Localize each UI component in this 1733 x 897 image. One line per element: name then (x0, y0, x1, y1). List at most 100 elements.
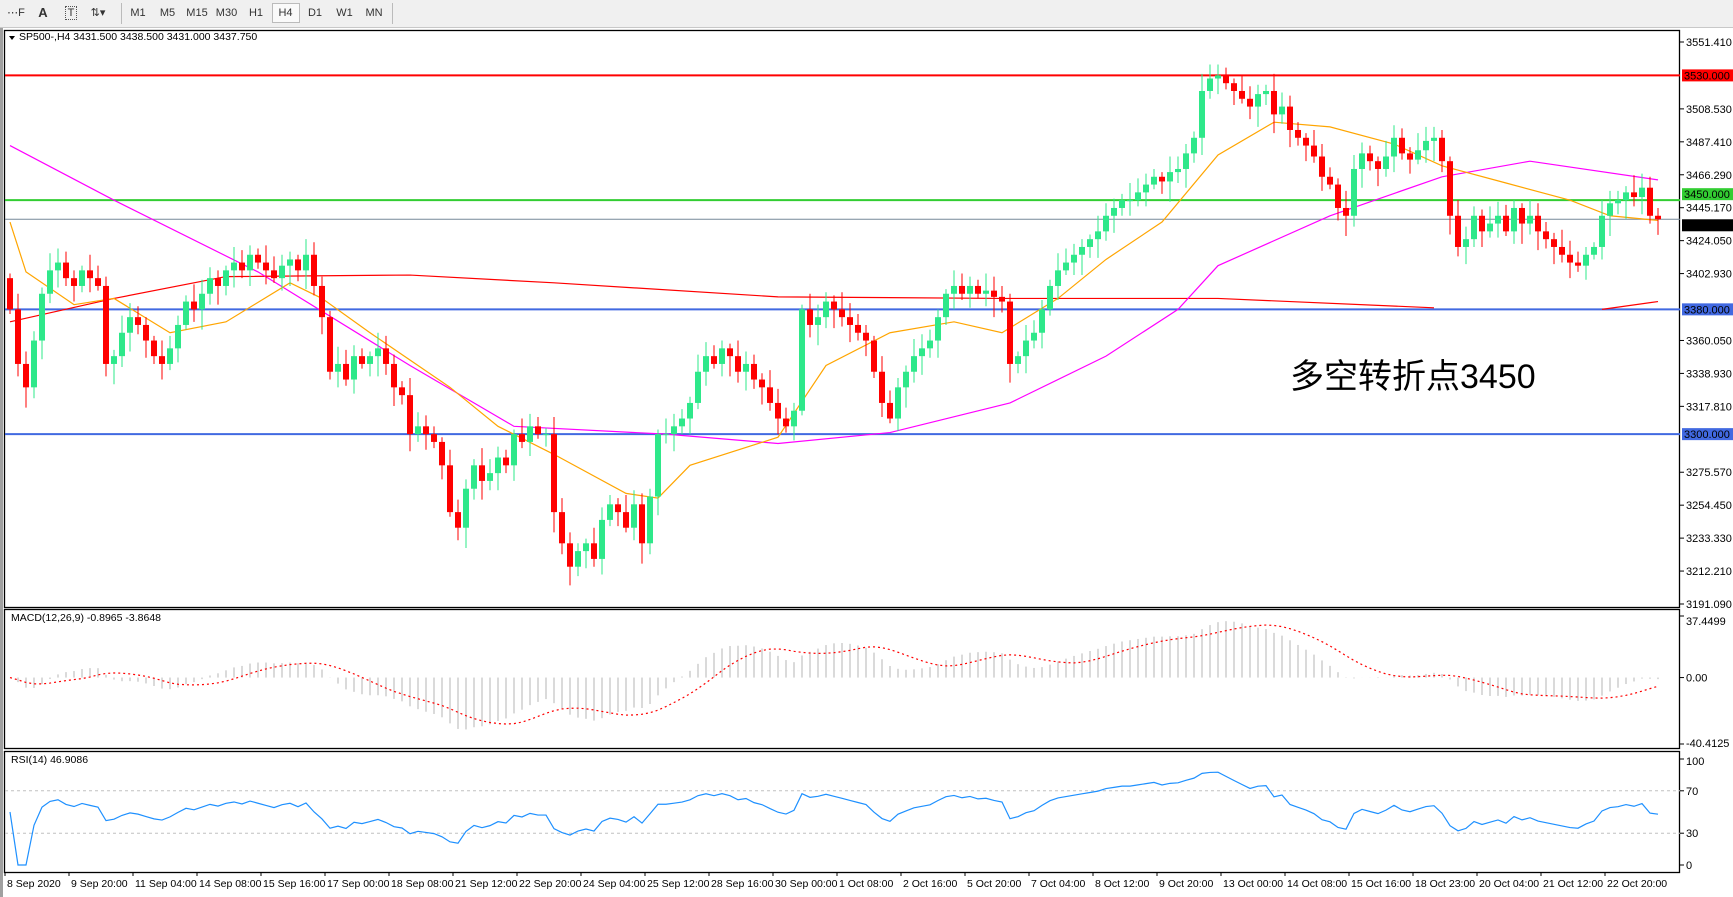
candle-body (327, 317, 333, 372)
candle (703, 342, 709, 386)
candle (759, 373, 765, 405)
candle-body (839, 309, 845, 318)
candle-body (1295, 129, 1301, 138)
price-axis-label: 3338.930 (1686, 368, 1732, 380)
candle-body (239, 262, 245, 271)
candle (1535, 203, 1541, 251)
candle (199, 279, 205, 330)
collapse-triangle-icon[interactable] (9, 36, 15, 40)
price-axis-label: 3191.090 (1686, 599, 1732, 611)
toolbar-separator (121, 3, 122, 24)
timeframe-m1[interactable]: M1 (130, 7, 146, 19)
price-axis-label: 3445.170 (1686, 203, 1732, 215)
candle-body (943, 293, 949, 318)
candle (855, 314, 861, 341)
candle (711, 345, 717, 369)
candle-body (487, 473, 493, 481)
candle-body (303, 254, 309, 271)
candle-body (1543, 231, 1549, 240)
candle-body (1575, 262, 1581, 266)
arrows-tool-button[interactable]: ⇅▾ (85, 3, 111, 23)
candle (23, 351, 29, 408)
timeframe-mn[interactable]: MN (365, 7, 383, 19)
text-label-tool-button[interactable]: T (58, 3, 84, 23)
candle-body (1647, 187, 1653, 216)
price-badge-3437.750: 3437.750 (1682, 219, 1733, 232)
window-border (0, 28, 3, 897)
candle-body (1567, 254, 1573, 263)
candle (1183, 144, 1189, 188)
candle-body (1263, 90, 1269, 95)
timeframe-m5[interactable]: M5 (159, 7, 176, 19)
price-axis-label: 3212.210 (1686, 566, 1732, 578)
time-axis-label: 25 Sep 12:00 (647, 878, 710, 890)
price-axis-label: 3317.810 (1686, 401, 1732, 413)
candle-body (1415, 150, 1421, 160)
candle-body (1439, 137, 1445, 162)
candle (607, 494, 613, 527)
candle (1559, 229, 1565, 263)
candle-body (503, 457, 509, 466)
candle-body (855, 324, 861, 333)
candle (919, 334, 925, 375)
candle-body (1559, 246, 1565, 255)
candle (1071, 243, 1077, 276)
candle (519, 418, 525, 449)
time-axis-label: 21 Oct 12:00 (1543, 878, 1603, 890)
macd-axis-label: 37.4499 (1686, 616, 1726, 628)
candle (415, 412, 421, 442)
candle-body (383, 348, 389, 364)
candle (343, 349, 349, 386)
candle (439, 437, 445, 480)
timeframe-h4[interactable]: H4 (271, 3, 300, 23)
candle-body (935, 317, 941, 341)
candle (223, 265, 229, 296)
candle (1359, 142, 1365, 188)
timeframe-h1[interactable]: H1 (248, 7, 264, 19)
timeframe-d1[interactable]: D1 (307, 7, 323, 19)
candle-body (1399, 137, 1405, 154)
candle-body (1183, 153, 1189, 169)
timeframe-m15[interactable]: M15 (186, 7, 208, 19)
candle (495, 446, 501, 491)
candle (383, 335, 389, 375)
candle (1191, 131, 1197, 163)
candle (559, 498, 565, 555)
candle-body (719, 348, 725, 364)
candle (1407, 147, 1413, 174)
candle-body (151, 340, 157, 357)
candle-body (1111, 207, 1117, 216)
candle (1279, 92, 1285, 124)
candle (39, 287, 45, 360)
timeframe-w1[interactable]: W1 (336, 7, 353, 19)
candle (1207, 64, 1213, 99)
candles (7, 64, 1661, 586)
macd-label: MACD(12,26,9) -0.8965 -3.8648 (11, 612, 161, 624)
candle (935, 309, 941, 358)
candle-body (1551, 239, 1557, 247)
candle (871, 335, 877, 378)
fibonacci-tool-button[interactable]: ⋯F (3, 3, 29, 23)
candle-body (1007, 301, 1013, 364)
candle (359, 348, 365, 369)
text-tool-button[interactable]: A (30, 3, 56, 23)
price-axis-label: 3487.410 (1686, 137, 1732, 149)
candle (1655, 207, 1661, 235)
candle (767, 370, 773, 411)
candle (175, 315, 181, 363)
candle-body (999, 296, 1005, 302)
candle (367, 351, 373, 377)
candle-body (447, 465, 453, 513)
candle (1639, 173, 1645, 215)
candle-body (1223, 75, 1229, 84)
candle-body (1623, 192, 1629, 201)
time-axis-label: 8 Sep 2020 (7, 878, 61, 890)
candle-body (71, 278, 77, 286)
price-badge-bg (1682, 428, 1733, 441)
candle-body (751, 363, 757, 380)
candle-body (295, 259, 301, 271)
candle-body (351, 356, 357, 380)
candle (1287, 95, 1293, 148)
timeframe-m30[interactable]: M30 (215, 7, 238, 19)
